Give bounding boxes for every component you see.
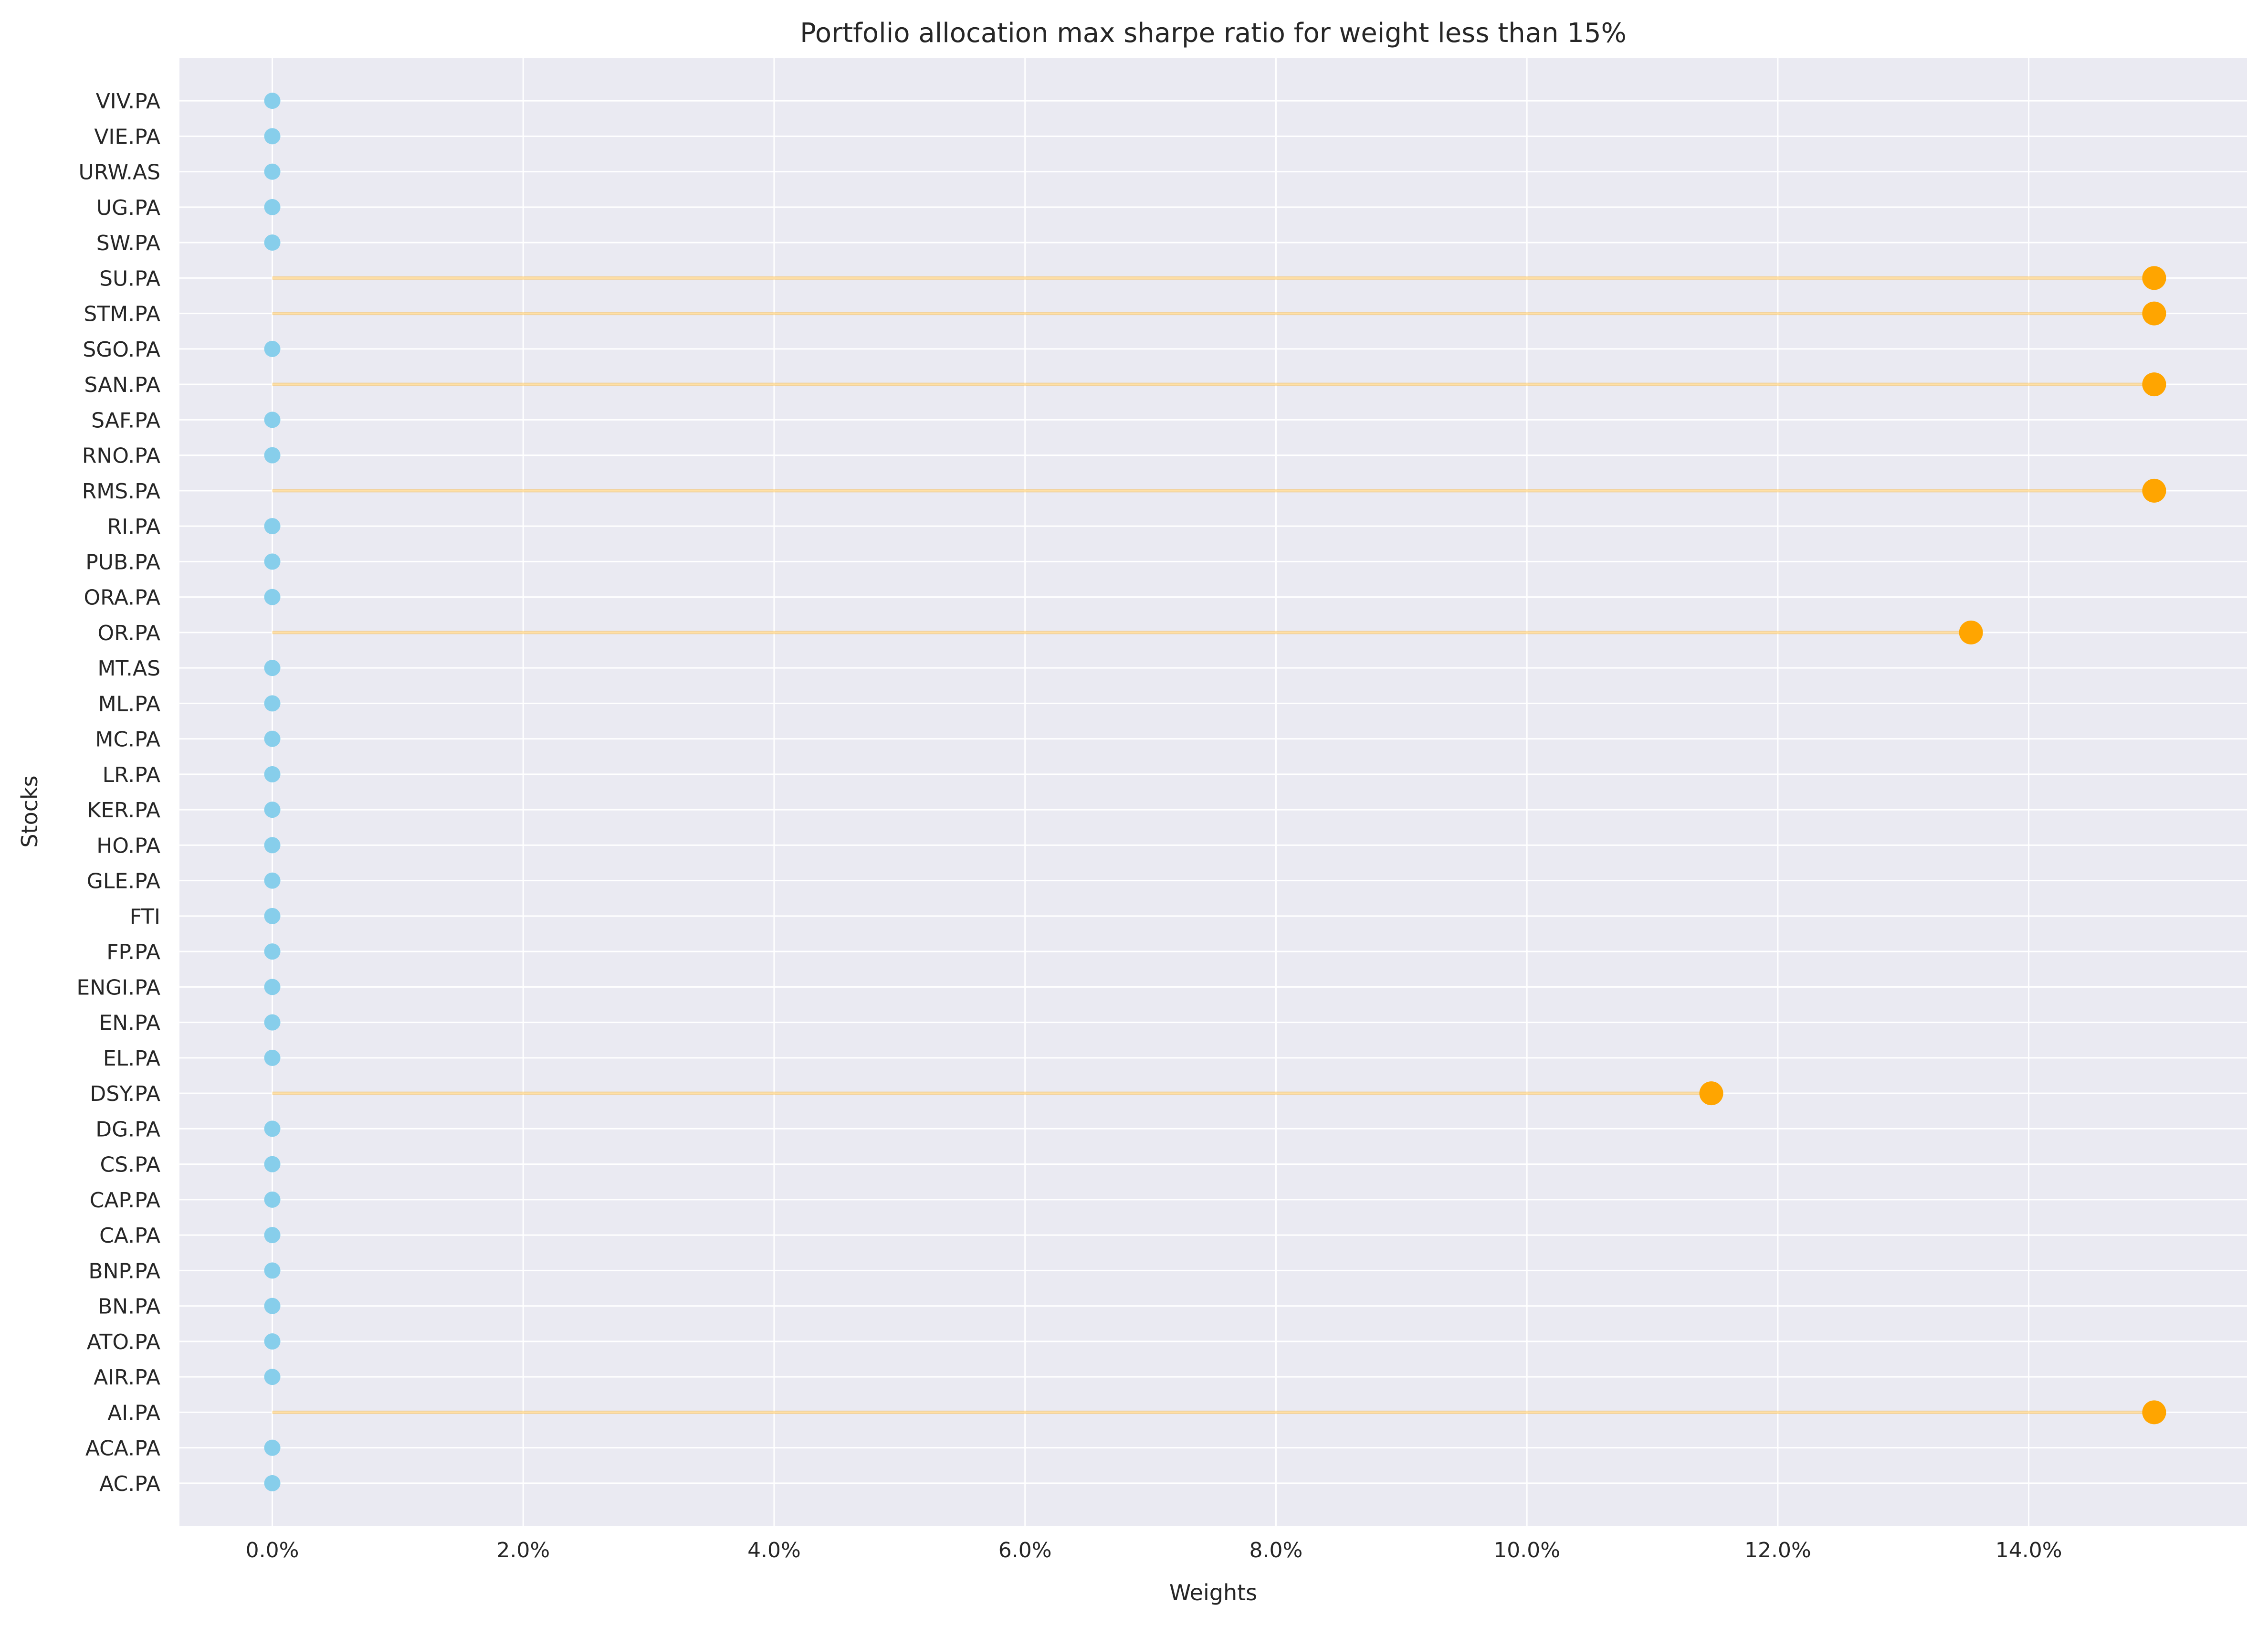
weight-marker-zero bbox=[264, 163, 281, 180]
y-tick-label: RI.PA bbox=[107, 515, 160, 539]
y-tick-label: DG.PA bbox=[95, 1117, 160, 1141]
weight-marker-zero bbox=[264, 553, 281, 570]
weight-marker-nonzero bbox=[2142, 1400, 2166, 1425]
y-tick-label: AIR.PA bbox=[94, 1365, 160, 1390]
y-tick-label: EN.PA bbox=[99, 1011, 160, 1035]
y-tick-label: UG.PA bbox=[96, 196, 160, 220]
y-axis-label: Stocks bbox=[17, 775, 42, 847]
weight-marker-zero bbox=[264, 1333, 281, 1350]
y-tick-label: DSY.PA bbox=[90, 1082, 160, 1106]
x-tick-label: 14.0% bbox=[1995, 1538, 2062, 1563]
y-tick-label: ML.PA bbox=[98, 692, 160, 716]
weight-marker-nonzero bbox=[2142, 266, 2166, 290]
weight-marker-nonzero bbox=[2142, 372, 2166, 397]
weight-marker-zero bbox=[264, 979, 281, 995]
y-tick-label: VIE.PA bbox=[94, 125, 160, 149]
weight-marker-zero bbox=[264, 837, 281, 854]
weight-marker-zero bbox=[264, 660, 281, 676]
weight-marker-zero bbox=[264, 1191, 281, 1208]
y-tick-label: SGO.PA bbox=[83, 338, 160, 362]
y-tick-label: OR.PA bbox=[98, 621, 160, 645]
plot-background bbox=[179, 58, 2247, 1526]
x-tick-label: 8.0% bbox=[1250, 1538, 1303, 1563]
weight-marker-zero bbox=[264, 234, 281, 251]
x-tick-label: 6.0% bbox=[998, 1538, 1052, 1563]
y-tick-label: VIV.PA bbox=[96, 89, 160, 114]
weight-marker-zero bbox=[264, 872, 281, 889]
weight-marker-zero bbox=[264, 1156, 281, 1172]
y-tick-label: URW.AS bbox=[79, 160, 160, 185]
weight-marker-zero bbox=[264, 766, 281, 782]
weight-marker-zero bbox=[264, 1120, 281, 1137]
weight-marker-nonzero bbox=[1959, 620, 1983, 644]
weight-marker-zero bbox=[264, 447, 281, 464]
y-tick-label: CAP.PA bbox=[90, 1188, 160, 1213]
weight-marker-zero bbox=[264, 589, 281, 605]
weight-marker-zero bbox=[264, 1262, 281, 1279]
y-tick-label: BNP.PA bbox=[88, 1259, 160, 1283]
x-tick-label: 2.0% bbox=[496, 1538, 550, 1563]
x-axis-label: Weights bbox=[1169, 1580, 1257, 1605]
y-tick-label: RNO.PA bbox=[82, 444, 160, 468]
y-tick-label: ACA.PA bbox=[85, 1436, 160, 1461]
weight-marker-zero bbox=[264, 695, 281, 712]
y-tick-label: ENGI.PA bbox=[76, 975, 160, 1000]
y-tick-label: ORA.PA bbox=[84, 586, 160, 610]
weight-marker-zero bbox=[264, 1298, 281, 1314]
weight-marker-zero bbox=[264, 412, 281, 428]
y-tick-label: EL.PA bbox=[103, 1046, 160, 1071]
y-tick-label: CS.PA bbox=[100, 1153, 160, 1177]
y-tick-label: AI.PA bbox=[107, 1401, 160, 1425]
weight-marker-nonzero bbox=[2142, 301, 2166, 326]
y-tick-label: SAF.PA bbox=[91, 408, 160, 433]
y-tick-label: SU.PA bbox=[99, 266, 160, 291]
y-tick-label: STM.PA bbox=[84, 302, 160, 327]
y-tick-label: GLE.PA bbox=[87, 869, 160, 894]
weight-marker-zero bbox=[264, 340, 281, 357]
y-tick-label: KER.PA bbox=[87, 798, 160, 823]
chart-title: Portfolio allocation max sharpe ratio fo… bbox=[800, 18, 1627, 49]
weight-marker-zero bbox=[264, 943, 281, 960]
weight-marker-zero bbox=[264, 199, 281, 215]
y-tick-label: SAN.PA bbox=[84, 373, 160, 397]
weight-marker-zero bbox=[264, 518, 281, 535]
y-tick-label: FP.PA bbox=[106, 940, 160, 964]
y-tick-label: BN.PA bbox=[98, 1295, 160, 1319]
weight-marker-nonzero bbox=[2142, 478, 2166, 503]
x-tick-label: 4.0% bbox=[747, 1538, 801, 1563]
y-tick-label: PUB.PA bbox=[85, 550, 160, 574]
weight-marker-zero bbox=[264, 1369, 281, 1385]
y-tick-label: LR.PA bbox=[103, 763, 160, 787]
y-tick-label: FTI bbox=[130, 905, 160, 929]
y-tick-label: ATO.PA bbox=[87, 1330, 160, 1354]
y-tick-label: RMS.PA bbox=[82, 479, 160, 504]
weight-marker-zero bbox=[264, 1439, 281, 1456]
y-tick-label: HO.PA bbox=[96, 834, 160, 858]
weight-marker-zero bbox=[264, 730, 281, 747]
x-tick-label: 12.0% bbox=[1744, 1538, 1811, 1563]
weight-marker-nonzero bbox=[1699, 1081, 1723, 1106]
weight-marker-zero bbox=[264, 1475, 281, 1491]
weight-marker-zero bbox=[264, 802, 281, 818]
x-tick-label: 0.0% bbox=[246, 1538, 299, 1563]
weight-marker-zero bbox=[264, 1227, 281, 1244]
weight-marker-zero bbox=[264, 93, 281, 109]
weight-marker-zero bbox=[264, 1014, 281, 1031]
y-tick-label: SW.PA bbox=[96, 231, 160, 255]
weight-marker-zero bbox=[264, 908, 281, 924]
y-tick-label: CA.PA bbox=[99, 1224, 160, 1248]
y-tick-label: MT.AS bbox=[97, 656, 160, 681]
x-tick-label: 10.0% bbox=[1493, 1538, 1560, 1563]
weight-marker-zero bbox=[264, 1049, 281, 1066]
y-tick-label: MC.PA bbox=[95, 728, 161, 752]
y-tick-label: AC.PA bbox=[99, 1472, 160, 1496]
weight-marker-zero bbox=[264, 128, 281, 145]
